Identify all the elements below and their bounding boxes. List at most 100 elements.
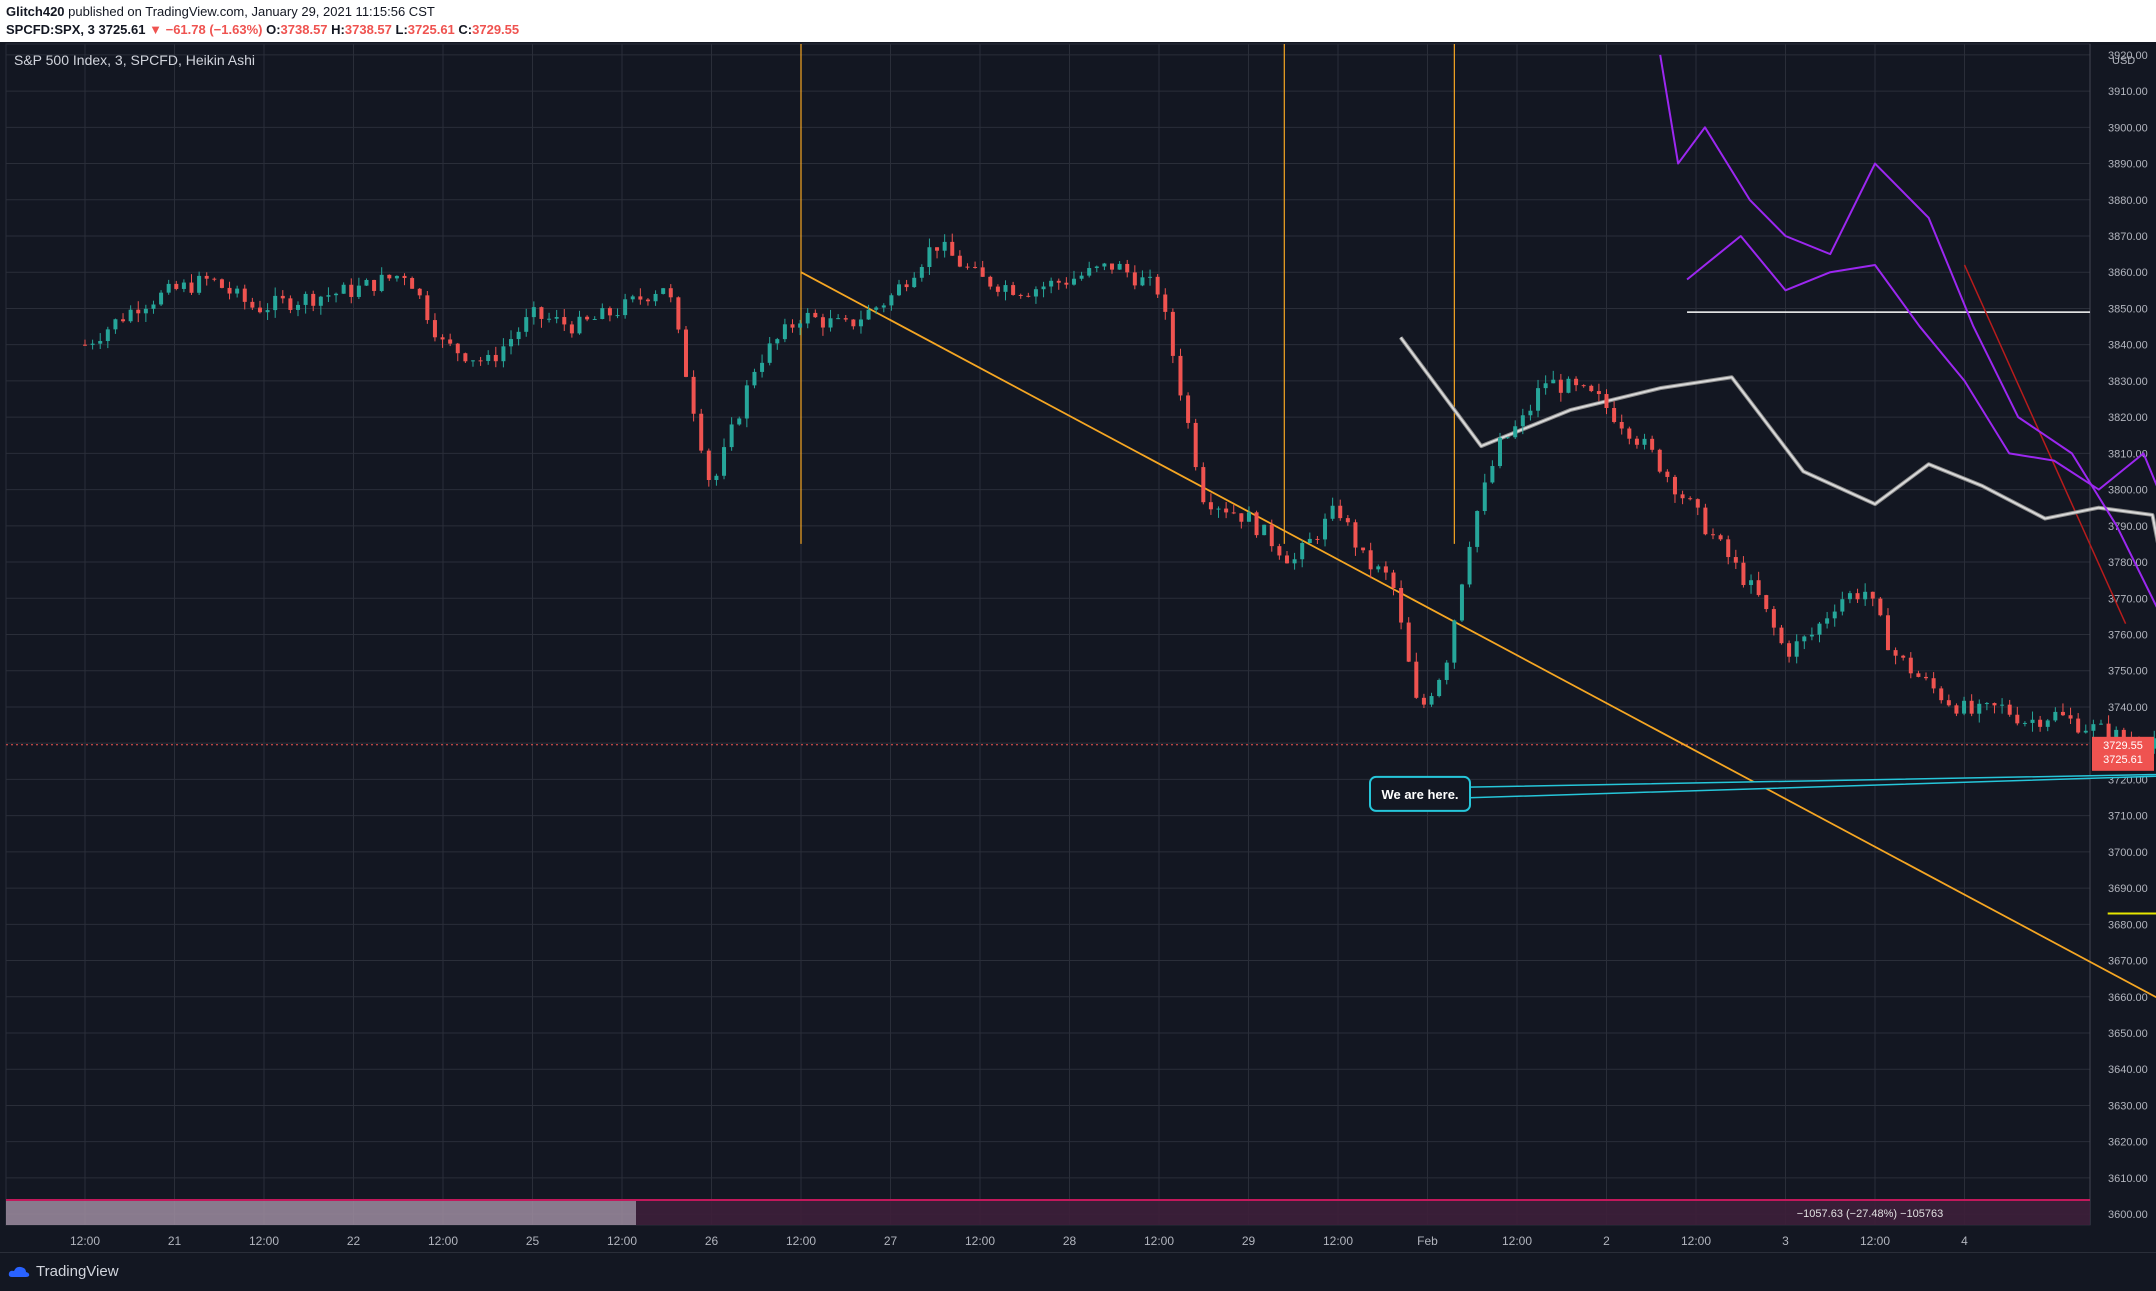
- candle-body: [1391, 572, 1396, 588]
- candle-body: [1125, 263, 1130, 273]
- callout-label: We are here.: [1381, 787, 1458, 802]
- candle-body: [432, 320, 437, 338]
- candle-body: [1695, 499, 1700, 508]
- annotations: −1057.63 (−27.48%) −1057633729.5502:0737…: [6, 736, 2156, 1225]
- y-tick-label: 3800.00: [2108, 485, 2148, 497]
- candle-body: [516, 331, 521, 340]
- candle-body: [866, 309, 871, 320]
- price-tag-label: 3729.55: [2103, 740, 2143, 752]
- y-tick-label: 3910.00: [2108, 86, 2148, 98]
- candle-body: [912, 277, 917, 288]
- y-tick-label: 3660.00: [2108, 992, 2148, 1004]
- y-tick-label: 3890.00: [2108, 159, 2148, 171]
- candle-body: [691, 376, 696, 414]
- candle-body: [1931, 678, 1936, 689]
- candle-body: [554, 317, 559, 319]
- candle-body: [798, 323, 803, 328]
- candle-body: [1802, 636, 1807, 642]
- y-tick-label: 3630.00: [2108, 1100, 2148, 1112]
- candle-body: [1437, 679, 1442, 697]
- candle-body: [1497, 437, 1502, 467]
- candle-body: [1642, 438, 1647, 445]
- candle-body: [790, 324, 795, 328]
- candle-body: [1414, 661, 1419, 698]
- candle-body: [744, 385, 749, 419]
- candle-body: [1117, 263, 1122, 270]
- candle-body: [874, 307, 879, 310]
- author-name[interactable]: Glitch420: [6, 4, 65, 19]
- candle-body: [394, 275, 399, 279]
- candle-body: [1589, 385, 1594, 392]
- candle-body: [250, 301, 255, 308]
- candle-body: [136, 309, 141, 314]
- tradingview-logo[interactable]: TradingView: [8, 1263, 119, 1280]
- ohlc-line: SPCFD:SPX, 3 3725.61 ▼ −61.78 (−1.63%) O…: [6, 22, 519, 37]
- candle-body: [1361, 547, 1366, 551]
- candle-body: [1885, 615, 1890, 651]
- candle-body: [1543, 383, 1548, 389]
- candle-body: [265, 310, 270, 313]
- candle-body: [1908, 657, 1913, 674]
- candle-body: [1703, 507, 1708, 535]
- candle-body: [668, 288, 673, 298]
- candle-body: [851, 319, 856, 327]
- x-tick-label: 3: [1782, 1234, 1789, 1248]
- candle-body: [805, 312, 810, 324]
- candle-body: [889, 295, 894, 306]
- candle-body: [1634, 438, 1639, 445]
- candle-body: [1771, 609, 1776, 628]
- candle-body: [1962, 700, 1967, 714]
- candle-body: [653, 293, 658, 302]
- candle-body: [1071, 278, 1076, 285]
- candle-body: [843, 318, 848, 320]
- candle-body: [387, 274, 392, 279]
- candle-body: [1870, 591, 1875, 599]
- candle-body: [699, 413, 704, 451]
- candle-body: [1779, 627, 1784, 644]
- candle-body: [1049, 280, 1054, 287]
- candle-body: [1284, 555, 1289, 564]
- candle-body: [1079, 275, 1084, 279]
- candle-body: [683, 329, 688, 377]
- candle-body: [1338, 505, 1343, 519]
- candle-body: [1992, 703, 1997, 706]
- candle-body: [2030, 719, 2035, 723]
- candle-body: [2091, 724, 2096, 731]
- white-projection-line: [1399, 336, 2156, 539]
- candle-body: [113, 319, 118, 330]
- candle-body: [166, 283, 171, 293]
- footer-bar: TradingView: [0, 1252, 2156, 1291]
- candle-body: [1383, 566, 1388, 573]
- x-tick-label: 26: [705, 1234, 719, 1248]
- last-price: 3725.61: [98, 22, 146, 37]
- candle-body: [607, 308, 612, 316]
- candle-body: [181, 282, 186, 289]
- candle-body: [935, 247, 940, 251]
- candle-body: [1718, 535, 1723, 540]
- candle-body: [235, 288, 240, 294]
- candle-body: [143, 308, 148, 314]
- candle-body: [1794, 641, 1799, 657]
- candle-body: [486, 354, 491, 361]
- candle-body: [858, 319, 863, 327]
- y-tick-label: 3870.00: [2108, 231, 2148, 243]
- y-tick-label: 3650.00: [2108, 1028, 2148, 1040]
- x-tick-label: 12:00: [1502, 1234, 1532, 1248]
- currency-label: USD: [2112, 55, 2135, 67]
- drawings: [6, 44, 2156, 999]
- candle-body: [2015, 714, 2020, 724]
- candle-body: [1574, 378, 1579, 386]
- candle-body: [1688, 498, 1693, 500]
- candle-body: [1711, 534, 1716, 536]
- candle-body: [1254, 512, 1259, 536]
- candle-body: [1665, 471, 1670, 477]
- candle-body: [1444, 662, 1449, 680]
- candle-body: [752, 371, 757, 386]
- candle-body: [1307, 538, 1312, 544]
- candle-body: [1148, 276, 1153, 278]
- chart-canvas[interactable]: 3600.00 3610.00 3620.00 3630.00 3640.00 3650.…: [0, 42, 2156, 1252]
- candle-body: [2045, 720, 2050, 727]
- close-value: 3729.55: [472, 22, 520, 37]
- candle-body: [151, 304, 156, 309]
- candle-body: [1475, 511, 1480, 547]
